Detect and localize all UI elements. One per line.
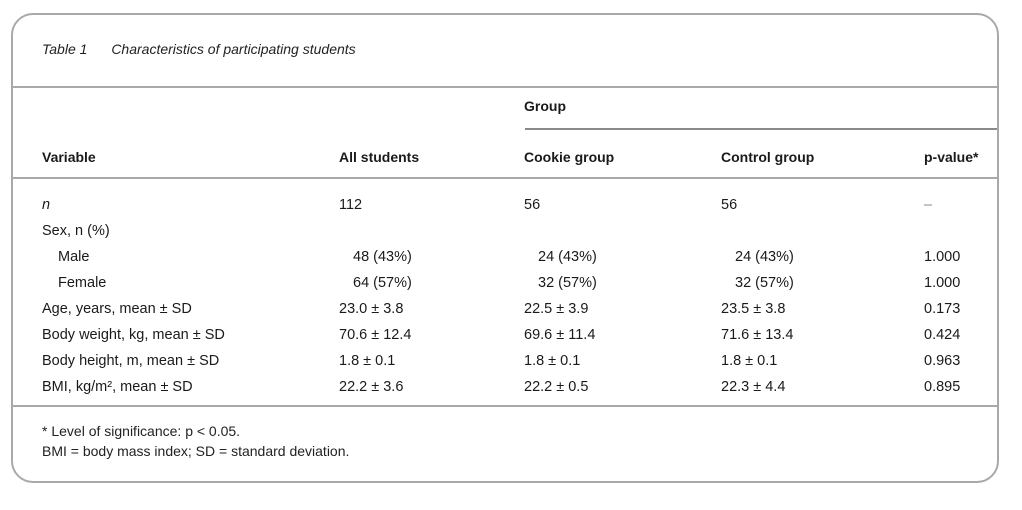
table-row: n 112 56 56 – [13,195,997,221]
cell-cookie: 1.8 ± 0.1 [524,353,581,369]
table-row: BMI, kg/m², mean ± SD 22.2 ± 3.6 22.2 ± 0.… [13,377,997,403]
row-label: Age, years, mean ± SD [42,301,192,317]
cell-control: 32 (57%) [735,275,794,291]
table-row: Body height, m, mean ± SD 1.8 ± 0.1 1.8 ± … [13,351,997,377]
header-variable: Variable [42,149,96,165]
cell-p: 1.000 [924,275,961,291]
cell-all: 64 (57%) [353,275,412,291]
cell-cookie: 24 (43%) [538,249,597,265]
group-header: Group [524,98,566,114]
cell-all: 1.8 ± 0.1 [339,353,396,369]
group-rule [525,128,997,130]
cell-p: – [924,197,933,213]
cell-control: 23.5 ± 3.8 [721,301,786,317]
bottom-rule [13,405,997,407]
cell-all: 48 (43%) [353,249,412,265]
cell-p: 0.424 [924,327,961,343]
row-label: n [42,197,51,213]
cell-control: 24 (43%) [735,249,794,265]
cell-cookie: 22.5 ± 3.9 [524,301,589,317]
cell-cookie: 32 (57%) [538,275,597,291]
table-frame: Table 1 Characteristics of participating… [11,13,999,483]
cell-all: 112 [339,197,363,213]
cell-cookie: 22.2 ± 0.5 [524,379,589,395]
cell-control: 1.8 ± 0.1 [721,353,778,369]
cell-all: 22.2 ± 3.6 [339,379,404,395]
row-label: Body height, m, mean ± SD [42,353,220,369]
row-label: Sex, n (%) [42,223,110,239]
cell-control: 56 [721,197,738,213]
cell-all: 70.6 ± 12.4 [339,327,412,343]
footnote-abbreviations: BMI = body mass index; SD = standard dev… [42,443,350,459]
top-rule [13,86,997,88]
cell-p: 0.173 [924,301,961,317]
row-label: Female [58,275,107,291]
header-p-value: p-value* [924,149,979,165]
table-row: Sex, n (%) [13,221,997,247]
header-all-students: All students [339,149,420,165]
cell-control: 22.3 ± 4.4 [721,379,786,395]
cell-all: 23.0 ± 3.8 [339,301,404,317]
cell-p: 1.000 [924,249,961,265]
cell-cookie: 69.6 ± 11.4 [524,327,596,343]
table-row: Male 48 (43%) 24 (43%) 24 (43%) 1.000 [13,247,997,273]
cell-p: 0.963 [924,353,961,369]
table-number: Table 1 [42,41,88,57]
table-row: Body weight, kg, mean ± SD 70.6 ± 12.4 69.… [13,325,997,351]
header-control-group: Control group [721,149,815,165]
header-rule [13,177,997,179]
cell-cookie: 56 [524,197,541,213]
table-caption: Table 1 Characteristics of participating… [42,41,356,57]
header-cookie-group: Cookie group [524,149,615,165]
row-label: Male [58,249,90,265]
footnote-significance: * Level of significance: p < 0.05. [42,423,241,439]
row-label: BMI, kg/m², mean ± SD [42,379,193,395]
table-title: Characteristics of participating student… [111,41,356,57]
cell-p: 0.895 [924,379,961,395]
table-row: Female 64 (57%) 32 (57%) 32 (57%) 1.000 [13,273,997,299]
row-label: Body weight, kg, mean ± SD [42,327,225,343]
cell-control: 71.6 ± 13.4 [721,327,794,343]
table-row: Age, years, mean ± SD 23.0 ± 3.8 22.5 ± 3.… [13,299,997,325]
